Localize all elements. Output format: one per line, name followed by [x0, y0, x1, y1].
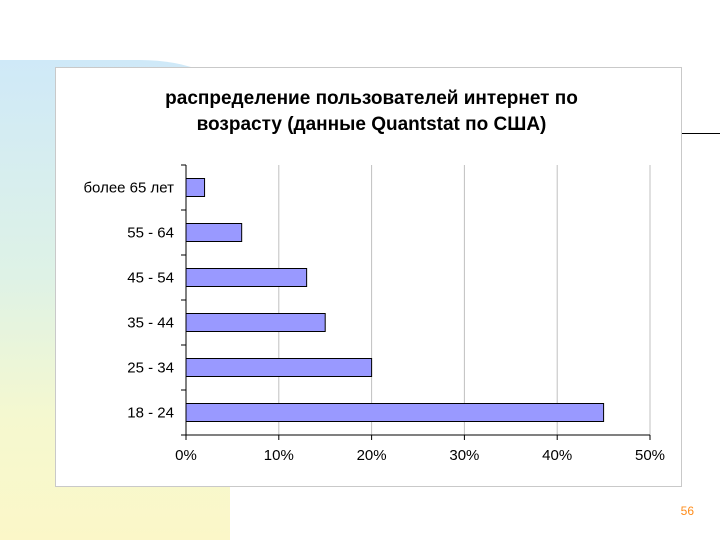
x-tick-label: 10%: [264, 447, 294, 464]
chart-panel: распределение пользователей интернет по …: [55, 67, 682, 487]
bar: [185, 223, 243, 242]
y-category-label: более 65 лет: [83, 180, 174, 197]
y-category-label: 45 - 54: [127, 270, 174, 287]
chart-title-line-1: распределение пользователей интернет по: [165, 88, 578, 109]
x-tick-label: 20%: [357, 447, 387, 464]
bar: [185, 178, 206, 197]
y-category-label: 35 - 44: [127, 315, 174, 332]
bar: [185, 313, 326, 332]
chart-title-line-2: возрасту (данные Quantstat по США): [196, 114, 547, 135]
page-number: 56: [680, 504, 694, 518]
y-category-label: 25 - 34: [127, 360, 174, 377]
x-tick-label: 0%: [175, 447, 197, 464]
x-tick-label: 50%: [635, 447, 665, 464]
bar-chart: 0% 10% 20% 30% 40% 50% более 65 лет 55 - 64 45 -…: [83, 164, 665, 464]
y-category-label: 18 - 24: [127, 405, 174, 422]
x-tick-label: 40%: [542, 447, 572, 464]
chart-title: распределение пользователей интернет по …: [56, 86, 683, 138]
bar: [185, 268, 308, 287]
y-category-label: 55 - 64: [127, 225, 174, 242]
title-rule-line: [655, 133, 720, 134]
bar: [185, 403, 605, 422]
x-tick-label: 30%: [449, 447, 479, 464]
bar: [185, 358, 373, 377]
